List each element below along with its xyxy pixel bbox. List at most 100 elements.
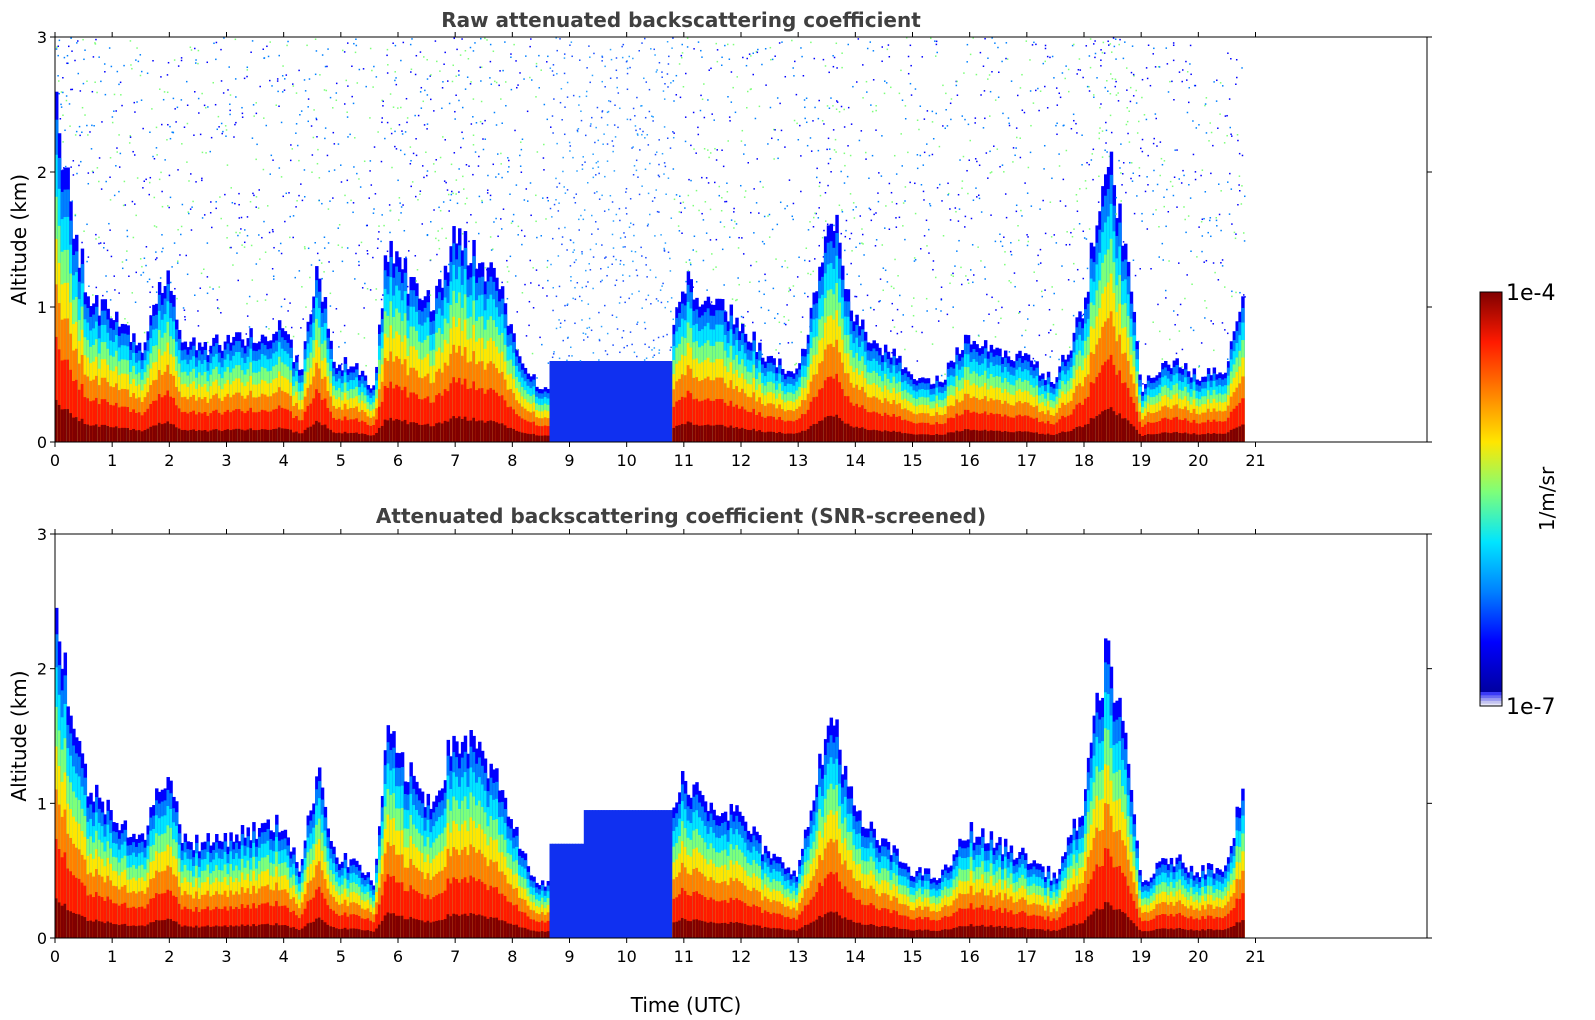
noise-speckle [796, 122, 798, 125]
noise-speckle [952, 326, 954, 329]
noise-speckle [58, 92, 60, 95]
noise-speckle [456, 48, 458, 51]
heatmap-column [263, 410, 268, 442]
noise-speckle [209, 150, 212, 153]
noise-speckle [742, 316, 745, 319]
noise-speckle [542, 157, 545, 159]
noise-speckle [600, 267, 602, 270]
noise-speckle [664, 242, 667, 244]
noise-speckle [835, 42, 838, 45]
noise-speckle [741, 129, 744, 132]
noise-speckle [672, 318, 675, 321]
noise-speckle [155, 147, 158, 149]
noise-speckle [721, 248, 724, 251]
heatmap-column [723, 402, 728, 442]
noise-speckle [386, 250, 389, 253]
noise-speckle [909, 181, 911, 184]
noise-speckle [74, 134, 77, 136]
noise-speckle [781, 41, 783, 43]
noise-speckle [1006, 58, 1009, 60]
noise-speckle [649, 213, 651, 216]
heatmap-column [758, 412, 762, 442]
noise-speckle [406, 121, 408, 124]
noise-speckle [426, 58, 428, 61]
noise-speckle [212, 288, 214, 290]
noise-speckle [710, 301, 713, 303]
noise-speckle [734, 111, 737, 114]
noise-speckle [777, 138, 779, 141]
noise-speckle [607, 266, 609, 269]
noise-speckle [761, 353, 764, 356]
noise-speckle [840, 232, 843, 235]
heatmap-column [163, 423, 168, 442]
noise-speckle [891, 319, 894, 322]
noise-speckle [805, 247, 808, 249]
noise-speckle [434, 170, 436, 173]
noise-speckle [268, 231, 271, 234]
noise-speckle [626, 88, 629, 91]
noise-speckle [1058, 153, 1060, 155]
heatmap-column [172, 397, 176, 442]
noise-speckle [489, 77, 491, 79]
noise-speckle [581, 319, 583, 321]
noise-speckle [606, 124, 609, 126]
noise-speckle [295, 92, 298, 94]
noise-speckle [894, 258, 896, 261]
noise-speckle [1015, 210, 1018, 213]
noise-speckle [590, 329, 593, 332]
noise-speckle [162, 98, 165, 101]
heatmap-column [752, 428, 756, 442]
noise-speckle [1063, 124, 1065, 127]
noise-speckle [552, 74, 555, 76]
heatmap-column [129, 411, 133, 442]
noise-speckle [69, 125, 71, 127]
noise-speckle [78, 164, 80, 167]
noise-speckle [997, 46, 999, 49]
heatmap-column [901, 420, 905, 442]
noise-speckle [337, 143, 340, 145]
noise-speckle [514, 129, 516, 132]
noise-speckle [128, 275, 130, 278]
heatmap-column [509, 427, 513, 442]
noise-speckle [1046, 55, 1049, 58]
heatmap-column [738, 428, 742, 442]
noise-speckle [1019, 156, 1022, 159]
noise-speckle [570, 346, 572, 349]
noise-speckle [887, 44, 890, 46]
noise-speckle [593, 192, 596, 194]
heatmap-column [932, 435, 936, 442]
noise-speckle [1030, 205, 1033, 207]
heatmap-column [243, 430, 248, 442]
noise-speckle [815, 212, 817, 215]
heatmap-column [475, 421, 479, 442]
heatmap-column [426, 396, 431, 442]
noise-speckle [697, 41, 700, 43]
noise-speckle [600, 116, 603, 119]
noise-speckle [206, 341, 209, 344]
noise-speckle [173, 59, 176, 61]
heatmap-column [475, 390, 479, 442]
noise-speckle [464, 203, 467, 205]
noise-speckle [952, 275, 955, 278]
heatmap-column [763, 432, 768, 442]
noise-speckle [523, 199, 526, 201]
noise-speckle [934, 55, 937, 57]
noise-speckle [601, 279, 603, 282]
noise-speckle [335, 99, 338, 102]
noise-speckle [326, 65, 328, 68]
noise-speckle [669, 257, 671, 260]
heatmap-column [169, 396, 173, 442]
noise-speckle [126, 321, 129, 324]
heatmap-column [460, 419, 465, 442]
heatmap-column [786, 433, 791, 442]
noise-speckle [926, 310, 928, 312]
noise-speckle [358, 178, 360, 180]
noise-speckle [817, 149, 820, 152]
noise-speckle [682, 86, 685, 88]
noise-speckle [121, 104, 123, 107]
noise-speckle [131, 200, 134, 203]
noise-speckle [108, 47, 111, 49]
heatmap-column [409, 392, 413, 442]
noise-speckle [166, 205, 169, 207]
noise-speckle [180, 233, 182, 236]
